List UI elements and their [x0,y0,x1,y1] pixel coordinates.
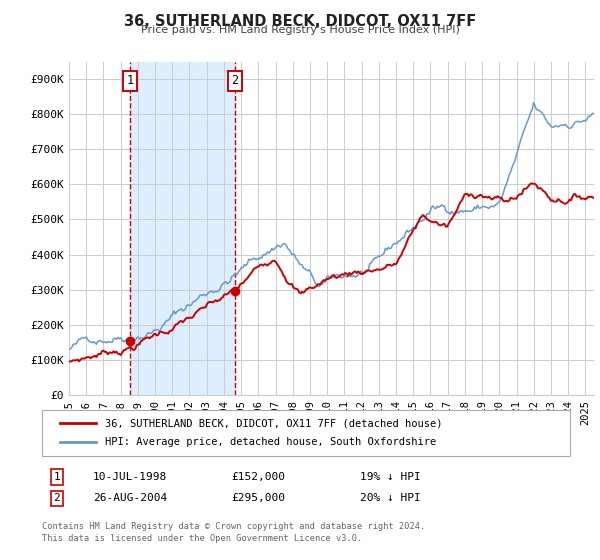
Text: 2: 2 [53,493,61,503]
Text: 36, SUTHERLAND BECK, DIDCOT, OX11 7FF (detached house): 36, SUTHERLAND BECK, DIDCOT, OX11 7FF (d… [105,418,443,428]
Text: This data is licensed under the Open Government Licence v3.0.: This data is licensed under the Open Gov… [42,534,362,543]
Text: £295,000: £295,000 [231,493,285,503]
Bar [130,62,235,395]
Text: 1: 1 [53,472,61,482]
Text: Contains HM Land Registry data © Crown copyright and database right 2024.: Contains HM Land Registry data © Crown c… [42,522,425,531]
Text: HPI: Average price, detached house, South Oxfordshire: HPI: Average price, detached house, Sout… [105,437,436,446]
Text: 19% ↓ HPI: 19% ↓ HPI [360,472,421,482]
Text: £152,000: £152,000 [231,472,285,482]
Text: 20% ↓ HPI: 20% ↓ HPI [360,493,421,503]
Text: 10-JUL-1998: 10-JUL-1998 [93,472,167,482]
Text: 26-AUG-2004: 26-AUG-2004 [93,493,167,503]
Text: 1: 1 [127,74,133,87]
Text: Price paid vs. HM Land Registry's House Price Index (HPI): Price paid vs. HM Land Registry's House … [140,25,460,35]
Text: 36, SUTHERLAND BECK, DIDCOT, OX11 7FF: 36, SUTHERLAND BECK, DIDCOT, OX11 7FF [124,14,476,29]
Text: 2: 2 [232,74,239,87]
